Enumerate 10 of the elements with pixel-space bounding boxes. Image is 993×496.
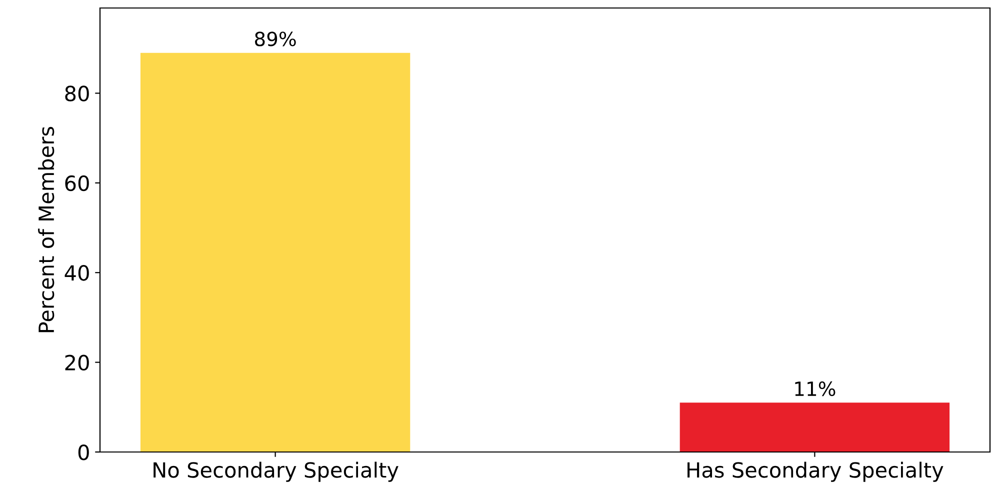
y-tick-label: 60 — [65, 175, 89, 192]
x-tick-label: Has Secondary Specialty — [688, 462, 944, 482]
data-label: 89% — [255, 32, 296, 46]
y-axis-title: Percent of Members — [38, 126, 54, 332]
y-tick-label: 80 — [65, 86, 89, 102]
y-tick-label: 20 — [65, 354, 89, 371]
x-tick-label: No Secondary Specialty — [154, 462, 398, 482]
data-label: 11% — [795, 381, 836, 396]
y-tick-label: 0 — [78, 444, 89, 460]
y-tick-label: 40 — [64, 265, 89, 281]
